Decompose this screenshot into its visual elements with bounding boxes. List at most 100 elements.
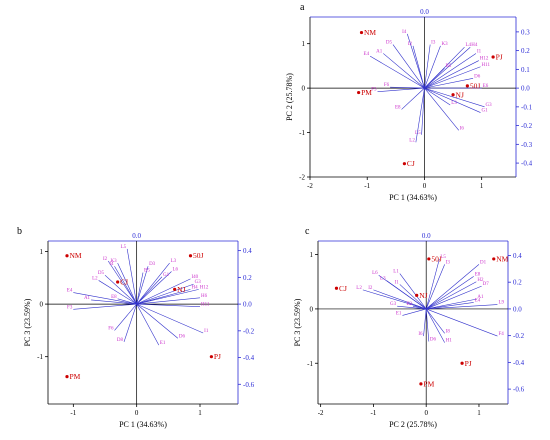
x-axis-title: PC 2 (25.78%): [389, 420, 437, 429]
loading-vector: [424, 46, 471, 89]
score-label: PJ: [214, 352, 221, 361]
loading-vector: [412, 45, 425, 89]
top-axis-label: 0.0: [422, 232, 431, 240]
loading-vector: [377, 87, 425, 92]
loading-vector: [117, 262, 137, 305]
y-tick-label: 0: [302, 85, 306, 93]
loading-label: D3: [149, 262, 156, 267]
loading-label: E8: [111, 295, 117, 300]
loading-label: L5: [440, 255, 446, 260]
loading-vector: [402, 308, 427, 316]
loading-label: L6: [372, 271, 378, 276]
loading-vector: [426, 308, 498, 337]
loading-vector: [123, 304, 137, 343]
loading-label: D5: [386, 41, 393, 46]
loading-label: G1: [163, 273, 170, 278]
y-tick-label: 0: [40, 301, 44, 309]
loading-vector: [425, 308, 445, 343]
loading-vector: [136, 297, 201, 305]
loading-label: K3: [111, 259, 118, 264]
loading-vector: [426, 281, 477, 310]
loading-vector: [98, 280, 137, 305]
loading-vector: [425, 264, 445, 310]
x-tick-label: -1: [364, 182, 370, 190]
loading-vector: [424, 44, 431, 89]
loading-label: F3: [67, 305, 73, 310]
score-point: [460, 361, 464, 365]
loading-label: H4: [192, 285, 199, 290]
score-point: [65, 375, 69, 379]
right-tick-label: -0.6: [243, 381, 255, 389]
right-tick-label: 0.2: [243, 274, 252, 282]
loading-label: F6: [108, 326, 114, 331]
loading-vector: [136, 303, 204, 334]
loading-vector: [426, 264, 480, 310]
loading-label: K3: [441, 42, 448, 47]
loading-label: I1: [204, 329, 209, 334]
x-tick-label: 0: [423, 182, 427, 190]
score-point: [465, 84, 469, 88]
loading-label: A1: [376, 49, 383, 54]
right-tick-label: 0.0: [521, 85, 530, 93]
loading-label: I2: [368, 286, 373, 291]
x-axis-title: PC 1 (34.63%): [119, 420, 167, 429]
score-label: PM: [70, 372, 81, 381]
loading-label: L1: [393, 270, 399, 275]
panel-label: b: [17, 226, 22, 237]
loading-vector: [136, 266, 149, 305]
loading-vector: [73, 303, 137, 310]
panel-b: b -1 0 1 -1 0 1 0.0 0.4 0.2 0.0 -0.2 -0.4 -0.6 PC 1 (3…: [17, 226, 255, 429]
loading-vector: [114, 266, 137, 305]
loading-vector: [390, 86, 425, 89]
loading-vector: [362, 289, 427, 310]
loading-vector: [392, 44, 425, 89]
loading-label: L2: [409, 138, 415, 143]
right-tick-label: -0.6: [513, 386, 525, 394]
loading-vector: [73, 292, 137, 305]
score-label: 50J: [431, 254, 442, 263]
x-tick-label: 1: [480, 182, 484, 190]
loading-label: D6: [474, 74, 481, 79]
score-label: NM: [496, 254, 508, 263]
right-tick-label: 0.3: [521, 28, 530, 36]
right-tick-label: 0.1: [521, 66, 530, 74]
y-tick-label: -1: [307, 360, 313, 368]
loading-label: D5: [98, 271, 105, 276]
loading-vector: [426, 285, 482, 310]
loading-label: D6: [179, 334, 186, 339]
loading-vector: [126, 248, 137, 305]
right-tick-label: 0.2: [521, 47, 530, 55]
right-tick-label: -0.2: [513, 332, 525, 340]
loading-label: F6: [384, 83, 390, 88]
loading-label: L6: [173, 267, 179, 272]
loading-label: H4: [471, 43, 478, 48]
loading-vector: [424, 78, 474, 89]
loading-label: A1: [84, 296, 91, 301]
x-tick-label: 0: [424, 409, 428, 417]
loading-label: E1: [396, 311, 402, 316]
loading-label: L5: [415, 131, 421, 136]
loading-label: H2: [477, 278, 484, 283]
score-label: 50J: [193, 251, 204, 260]
score-point: [357, 90, 361, 95]
loading-label: B5: [445, 64, 451, 69]
loading-label: B5: [144, 269, 150, 274]
right-tick-label: 0.2: [513, 279, 522, 287]
loading-vector: [114, 303, 137, 331]
score-label: NJ: [177, 285, 185, 294]
right-tick-label: 0.0: [243, 301, 252, 309]
loading-vector: [424, 87, 485, 108]
loading-label: G3: [390, 302, 397, 307]
loading-label: G1: [482, 109, 489, 114]
x-tick-label: -2: [307, 182, 313, 190]
loading-label: I8: [446, 329, 451, 334]
x-tick-label: 1: [477, 409, 481, 417]
loading-vector: [104, 274, 137, 305]
right-tick-label: 0.4: [243, 247, 252, 255]
right-tick-label: -0.4: [243, 354, 255, 362]
loading-label: L3: [380, 277, 386, 282]
panel-label: c: [305, 226, 310, 237]
loading-label: L4: [466, 43, 472, 48]
loading-vector: [426, 298, 477, 310]
